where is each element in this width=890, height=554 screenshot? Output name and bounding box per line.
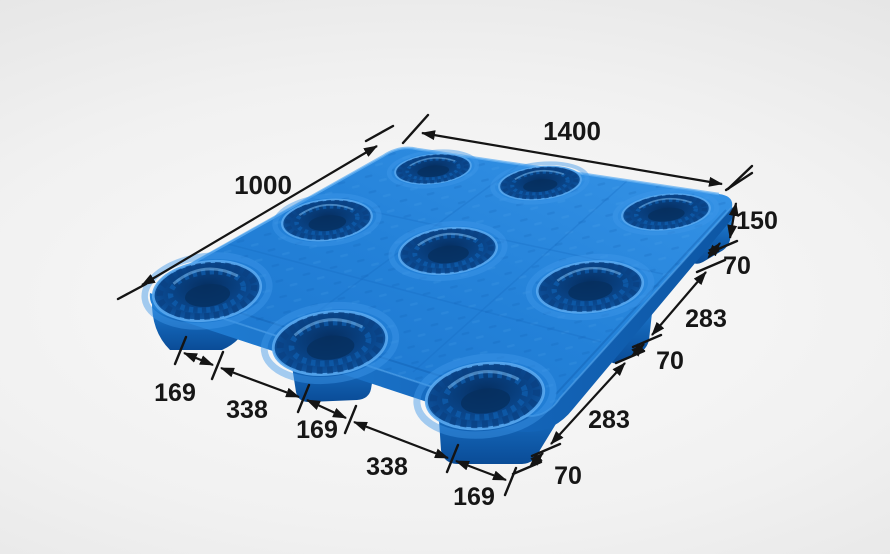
dim-tick — [296, 383, 311, 414]
dim-label-length: 1400 — [543, 116, 601, 146]
dim-label-283-2: 283 — [588, 406, 630, 434]
dim-height: 150 — [724, 171, 778, 239]
dim-label-70-1: 70 — [723, 252, 751, 280]
dim-arrow-width — [141, 145, 378, 286]
dim-width: 1000 — [116, 124, 395, 301]
dim-tick — [173, 335, 188, 366]
dim-arrow-169-3 — [455, 459, 507, 482]
dim-arrow-338-1 — [220, 366, 300, 399]
dim-tick — [364, 124, 395, 143]
dim-label-width: 1000 — [234, 170, 292, 200]
dim-arrow-283-1 — [651, 271, 707, 336]
dim-tick — [503, 466, 518, 497]
dim-label-169-1: 169 — [154, 379, 196, 407]
dim-label-70-2: 70 — [656, 347, 684, 375]
dim-arrow-length — [421, 130, 723, 187]
dim-tick — [343, 404, 358, 435]
dim-tick — [210, 350, 225, 381]
dim-side-chain: 70 283 70 283 70 — [511, 239, 751, 490]
dim-label-70-3: 70 — [554, 462, 582, 490]
dim-tick — [116, 282, 148, 301]
dim-length: 1400 — [401, 113, 754, 191]
dimension-annotations: 1400 1000 150 70 283 70 — [116, 113, 778, 511]
dim-front-chain: 169 338 169 338 169 — [154, 335, 518, 511]
dim-tick — [445, 443, 460, 474]
dim-label-338-1: 338 — [226, 396, 268, 424]
dim-label-169-2: 169 — [296, 416, 338, 444]
dim-arrow-70-3 — [529, 452, 544, 467]
dim-arrow-169-1 — [183, 351, 214, 367]
deck-edge-highlight — [165, 146, 720, 280]
dim-arrow-70-1 — [707, 242, 721, 259]
dim-arrow-70-2 — [631, 343, 645, 357]
dim-tick — [695, 258, 727, 274]
dim-arrow-338-2 — [353, 420, 449, 460]
dim-arrow-169-2 — [306, 399, 347, 419]
dim-arrow-height — [727, 202, 739, 239]
dim-label-283-1: 283 — [685, 305, 727, 333]
dim-label-height: 150 — [736, 207, 778, 235]
deck-seam — [412, 180, 628, 373]
dim-tick — [401, 113, 430, 145]
dim-label-169-3: 169 — [453, 483, 495, 511]
dim-arrow-283-2 — [550, 362, 626, 445]
dim-tick — [724, 171, 754, 192]
dim-label-338-2: 338 — [366, 453, 408, 481]
